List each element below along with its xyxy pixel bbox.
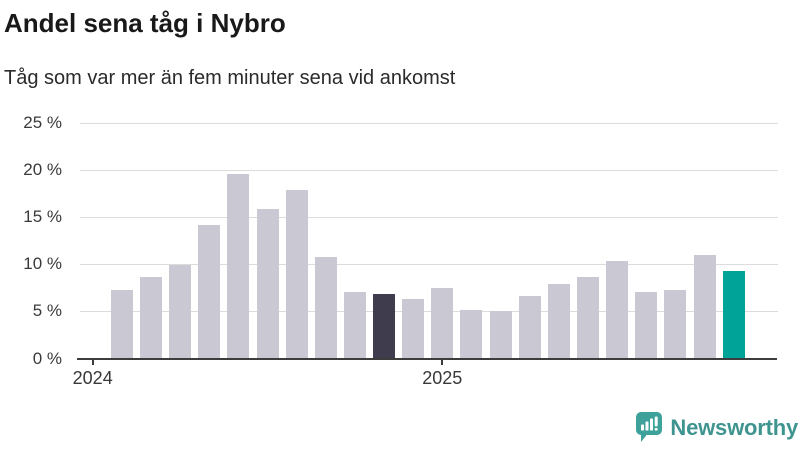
bar (635, 291, 658, 359)
bar (198, 224, 221, 359)
bar (285, 189, 308, 359)
x-axis-tick (441, 359, 444, 365)
bar (722, 270, 745, 359)
bar (547, 284, 570, 359)
x-axis-label: 2024 (72, 367, 113, 388)
gridline (80, 217, 778, 219)
newsworthy-logo: Newsworthy (636, 412, 798, 443)
bar (460, 309, 483, 359)
bar (402, 299, 425, 359)
x-axis-line (77, 357, 777, 360)
bar (373, 293, 396, 359)
gridline (80, 311, 778, 313)
bar (606, 261, 629, 359)
bar (576, 277, 599, 359)
y-axis-label: 10 % (23, 254, 62, 274)
chart-subtitle: Tåg som var mer än fem minuter sena vid … (4, 67, 456, 89)
bar (664, 289, 687, 359)
bar (343, 291, 366, 359)
x-axis-label: 2025 (422, 367, 463, 388)
y-axis-label: 0 % (32, 348, 62, 368)
x-axis-tick (91, 359, 94, 365)
chart-title: Andel sena tåg i Nybro (4, 8, 286, 38)
bar (227, 173, 250, 359)
gridline (80, 170, 778, 172)
gridline (80, 123, 778, 124)
bar (518, 296, 541, 359)
bar-chart-speech-bubble-icon (636, 412, 663, 442)
y-axis-label: 5 % (32, 301, 62, 321)
y-axis-label: 15 % (23, 207, 62, 227)
newsworthy-wordmark: Newsworthy (670, 414, 798, 440)
bar (110, 289, 133, 359)
gridline (80, 264, 778, 266)
bar (169, 265, 192, 359)
bar (256, 208, 279, 359)
bar (693, 254, 716, 359)
bar (431, 287, 454, 359)
bar (489, 311, 512, 359)
y-axis-label: 25 % (23, 113, 62, 132)
y-axis-label: 20 % (23, 160, 62, 180)
bar (139, 276, 162, 359)
bar (314, 256, 337, 359)
